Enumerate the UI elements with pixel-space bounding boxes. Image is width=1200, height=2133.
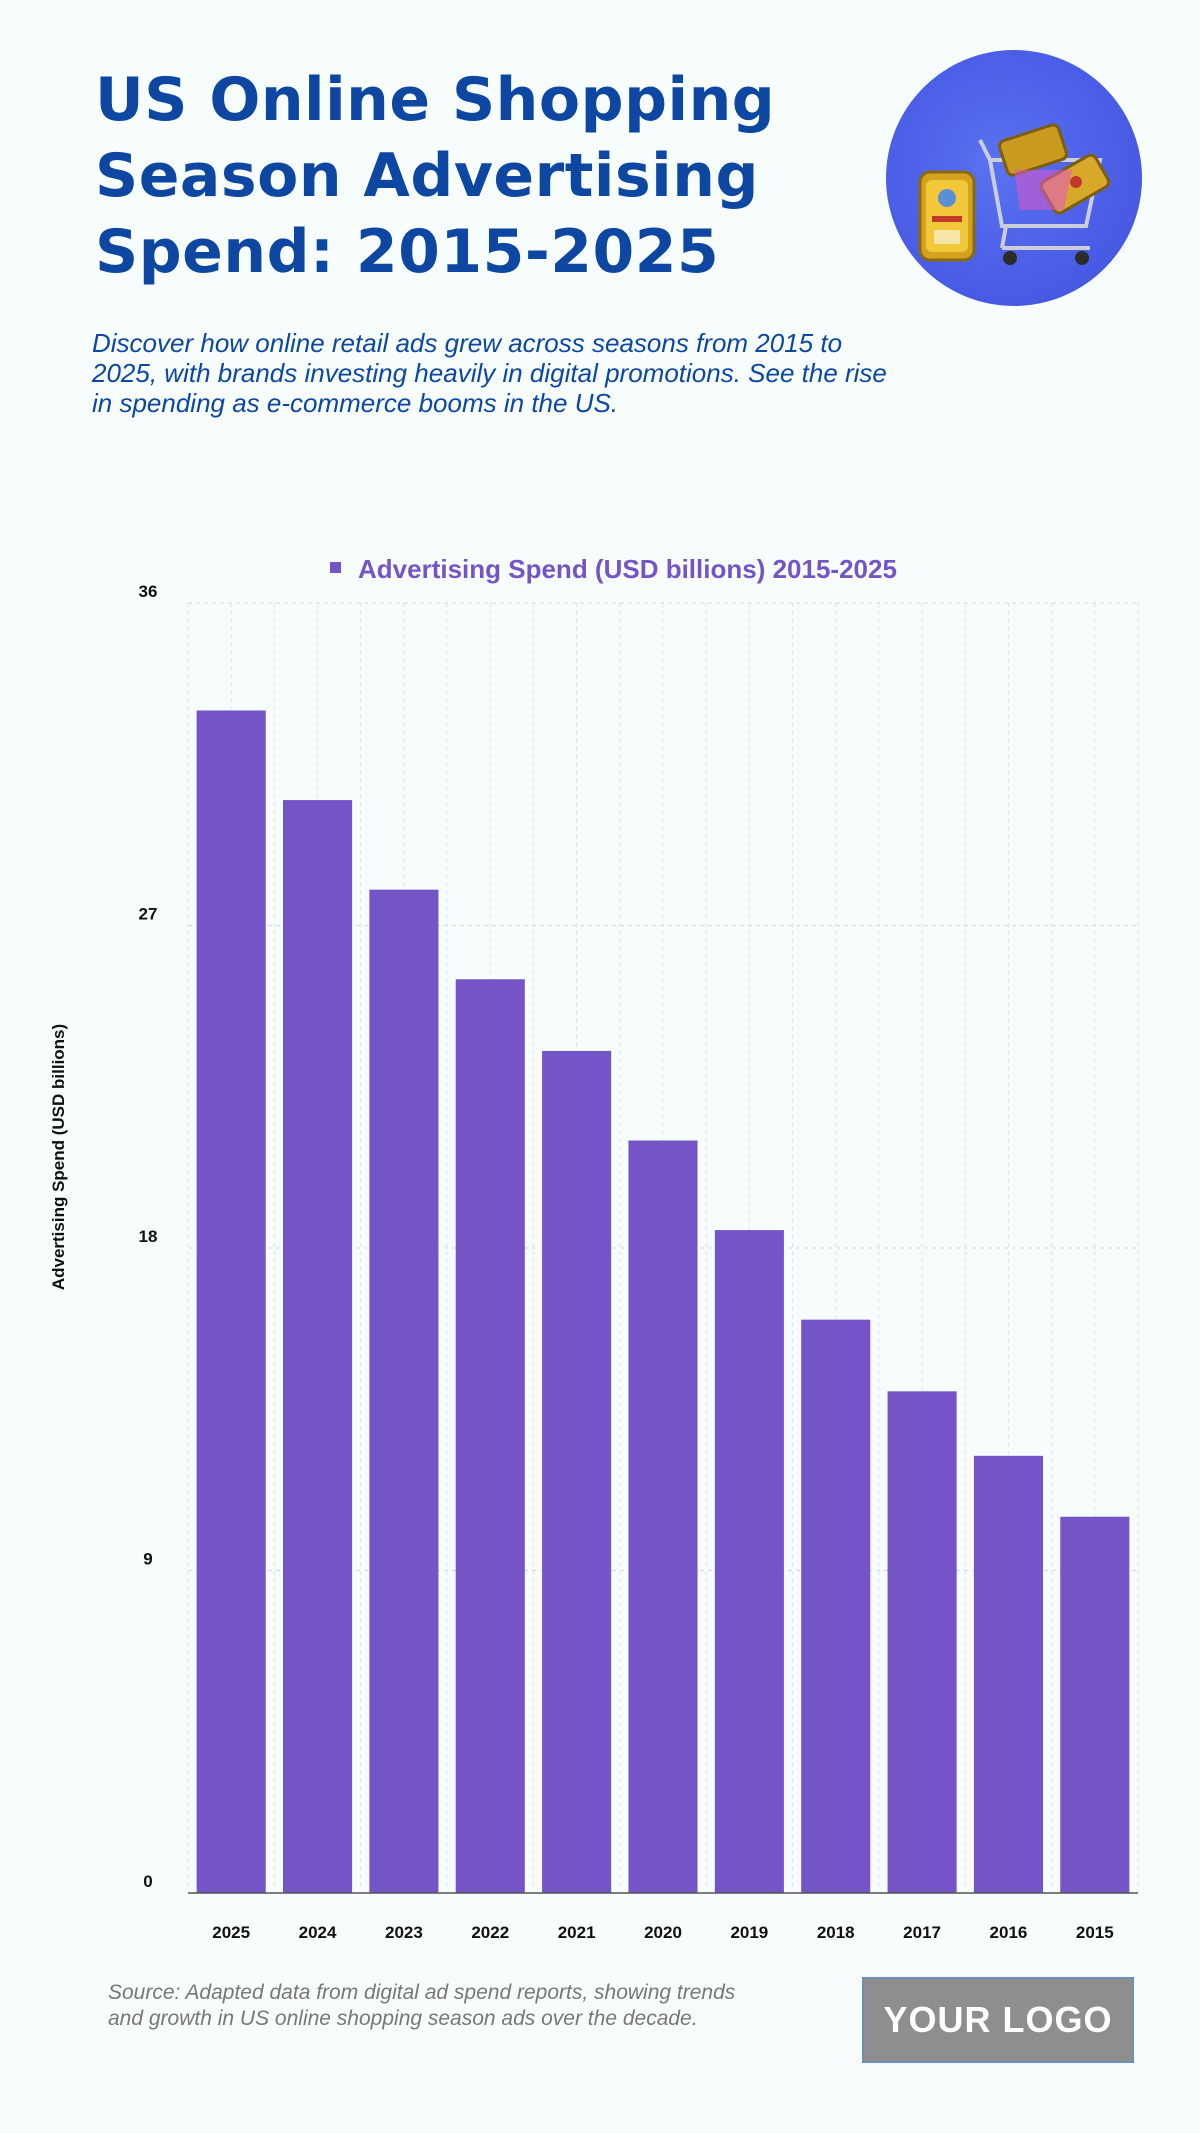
x-tick-label: 2024 — [299, 1923, 337, 1942]
bar-2016 — [973, 1455, 1043, 1893]
x-tick-label: 2016 — [990, 1923, 1028, 1942]
y-tick-label: 9 — [143, 1550, 152, 1569]
y-tick-label: 27 — [139, 905, 158, 924]
y-tick-label: 18 — [139, 1227, 158, 1246]
x-tick-label: 2017 — [903, 1923, 941, 1942]
bar-2024 — [283, 800, 353, 1894]
x-tick-label: 2021 — [558, 1923, 596, 1942]
x-tick-label: 2018 — [817, 1923, 855, 1942]
x-tick-label: 2022 — [471, 1923, 509, 1942]
bar-2018 — [801, 1319, 871, 1893]
hero-image — [886, 50, 1142, 306]
page-title: US Online Shopping Season Advertising Sp… — [95, 65, 776, 287]
y-axis-label: Advertising Spend (USD billions) — [49, 1024, 68, 1290]
y-tick-label: 36 — [139, 582, 158, 601]
x-tick-label: 2020 — [644, 1923, 682, 1942]
bar-2020 — [628, 1140, 698, 1893]
source-note: Source: Adapted data from digital ad spe… — [108, 1981, 736, 2030]
logo-placeholder: YOUR LOGO — [862, 1977, 1134, 2063]
page-subtitle: Discover how online retail ads grew acro… — [92, 328, 887, 418]
chart-legend: Advertising Spend (USD billions) 2015-20… — [330, 554, 897, 584]
x-tick-label: 2019 — [730, 1923, 768, 1942]
y-tick-label: 0 — [143, 1872, 152, 1891]
legend-label: Advertising Spend (USD billions) 2015-20… — [358, 554, 897, 584]
bar-2021 — [542, 1050, 612, 1893]
bar-2015 — [1060, 1516, 1130, 1893]
bar-2017 — [887, 1391, 957, 1893]
bar-2025 — [196, 710, 266, 1893]
legend-swatch — [330, 562, 341, 573]
bar-2019 — [714, 1230, 784, 1893]
x-tick-label: 2015 — [1076, 1923, 1114, 1942]
x-tick-label: 2025 — [212, 1923, 250, 1942]
bar-2022 — [455, 979, 525, 1893]
chart-bars — [196, 710, 1130, 1894]
shopping-cart-icon — [918, 123, 1111, 265]
bar-2023 — [369, 889, 439, 1893]
y-axis-ticks: 0 9 18 27 36 — [139, 582, 158, 1891]
bar-chart: Advertising Spend (USD billions) 2015-20… — [49, 554, 1139, 1942]
x-tick-label: 2023 — [385, 1923, 423, 1942]
x-axis-ticks: 2025 2024 2023 2022 2021 2020 2019 2018 2017 2016… — [212, 1923, 1113, 1942]
